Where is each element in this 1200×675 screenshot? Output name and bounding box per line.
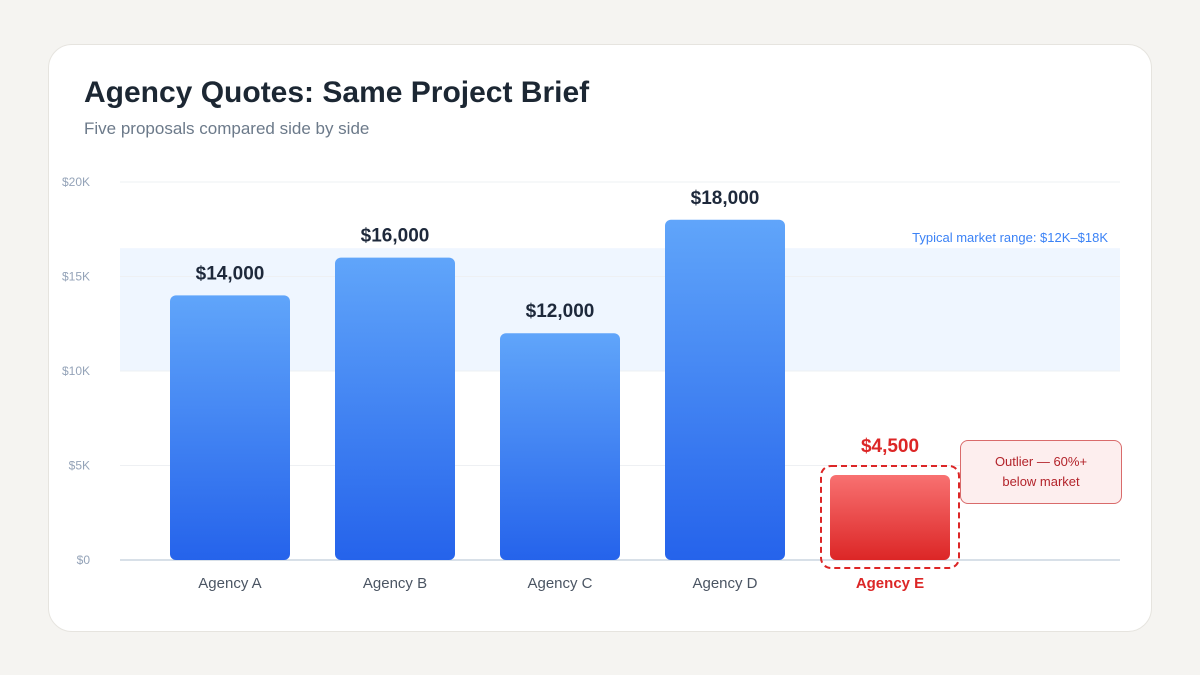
- bar-agency-c: [500, 333, 620, 560]
- bar-agency-a: [170, 295, 290, 560]
- data-label: $18,000: [691, 188, 760, 209]
- x-tick-label: Agency B: [363, 575, 427, 592]
- x-tick-label: Agency D: [692, 575, 757, 592]
- bar-agency-b: [335, 257, 455, 560]
- data-label: $12,000: [526, 301, 595, 322]
- bar-agency-e: [830, 474, 950, 560]
- data-label: $4,500: [861, 436, 919, 457]
- x-tick-label: Agency A: [198, 575, 261, 592]
- bar-agency-d: [665, 219, 785, 561]
- chart-subtitle: Five proposals compared side by side: [84, 119, 370, 138]
- y-tick-label: $10K: [62, 364, 90, 378]
- chart-title: Agency Quotes: Same Project Brief: [84, 76, 590, 109]
- outlier-callout: Outlier — 60%+ below market: [960, 440, 1122, 504]
- y-tick-label: $0: [77, 553, 91, 567]
- y-tick-label: $5K: [69, 459, 90, 473]
- y-tick-label: $20K: [62, 175, 90, 189]
- data-label: $14,000: [196, 263, 265, 284]
- market-range-label: Typical market range: $12K–$18K: [912, 230, 1108, 245]
- data-label: $16,000: [361, 226, 430, 247]
- outlier-highlight-box: [820, 464, 960, 570]
- y-tick-label: $15K: [62, 270, 90, 284]
- x-tick-label: Agency E: [856, 575, 924, 592]
- x-tick-label: Agency C: [527, 575, 592, 592]
